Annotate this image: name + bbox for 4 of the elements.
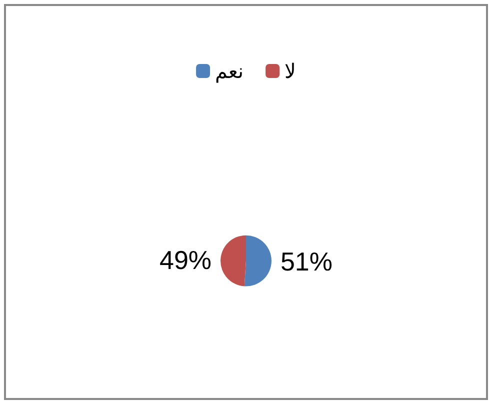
data-label: 51% <box>280 246 333 277</box>
legend-label: نعم <box>215 59 244 83</box>
data-label: 49% <box>159 244 212 275</box>
legend-label: لا <box>284 59 296 83</box>
